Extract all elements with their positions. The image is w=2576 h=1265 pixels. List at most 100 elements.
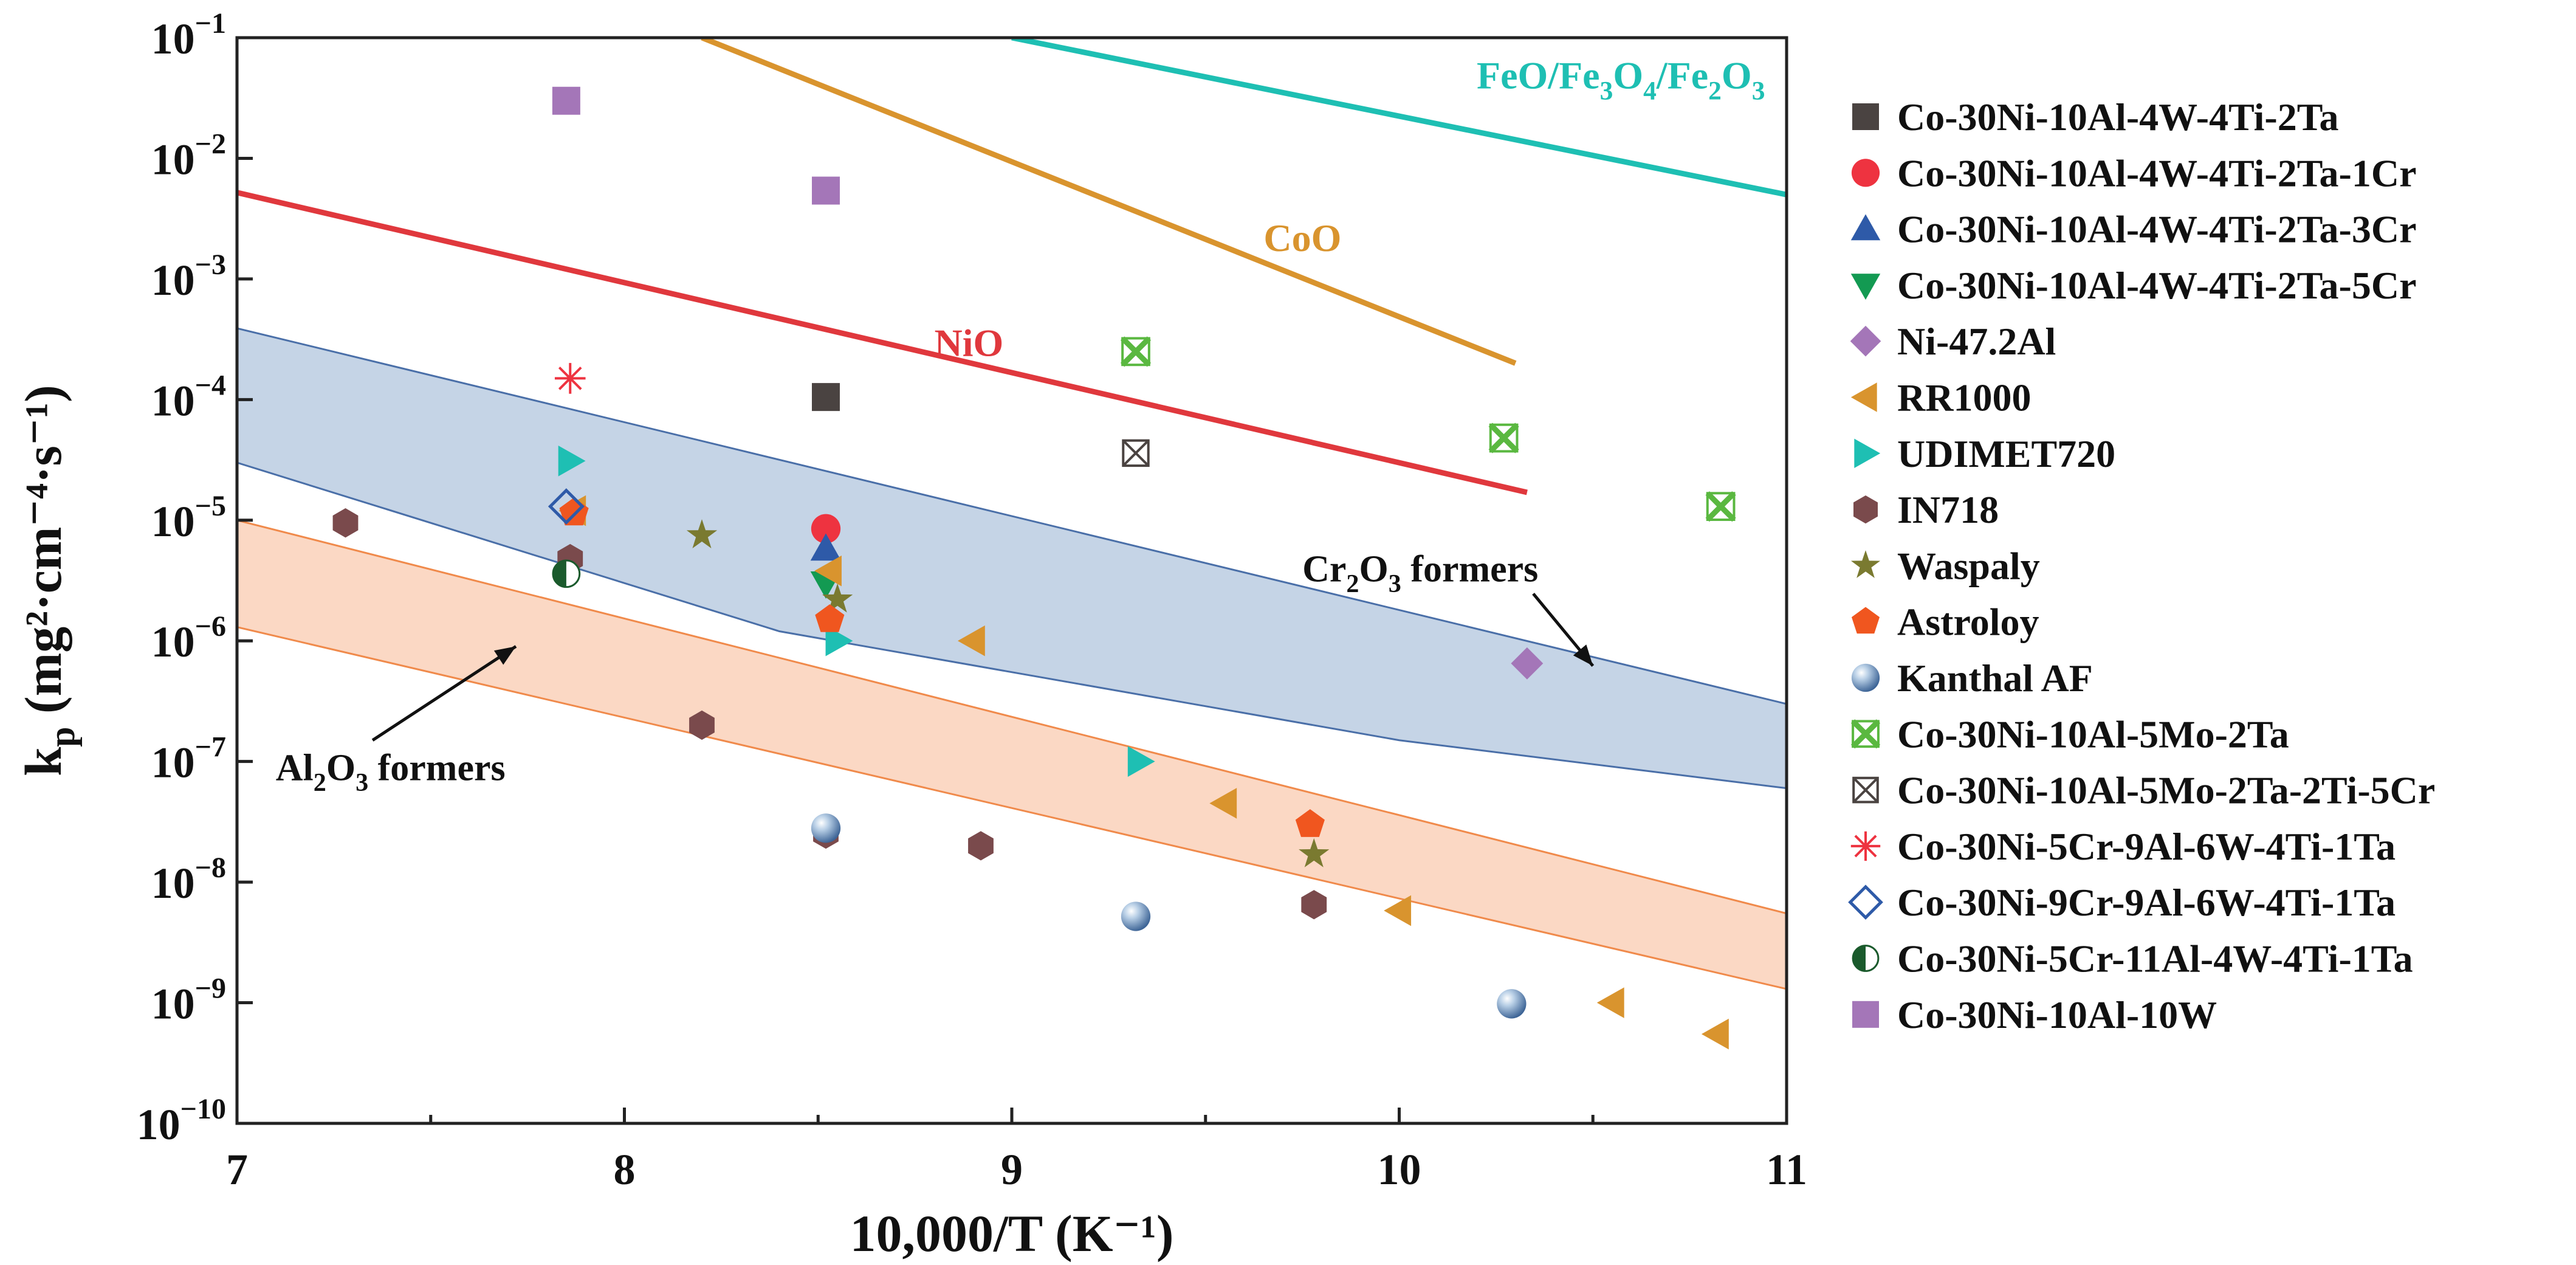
y-tick-label: 10−10: [137, 1093, 226, 1149]
legend-item-co-30ni-10al-5mo-2ta-2ti-5cr: Co-30Ni-10Al-5Mo-2Ta-2Ti-5Cr: [1852, 769, 2435, 812]
axes-layer: 7 8 9 10 11 10−1 10−2 10−3 10−4 10−5 10−6 10−7 10−8 1…: [14, 7, 1807, 1263]
x-tick-label-10: 10: [1378, 1145, 1421, 1194]
bands-layer: [237, 327, 1787, 990]
reference-lines-layer: [237, 38, 1787, 495]
legend-marker-co-30ni-10al-4w-4ti-2ta-3cr: [1850, 214, 1881, 241]
legend-marker-co-30ni-10al-10w: [1852, 1001, 1879, 1028]
band-al2o3-formers: [237, 520, 1787, 989]
point-kanthal-af-2: [1497, 989, 1527, 1019]
point-rr1000-3: [1209, 788, 1237, 819]
legend-label-co-30ni-10al-5mo-2ta: Co-30Ni-10Al-5Mo-2Ta: [1897, 712, 2289, 756]
band-upper-edge-al2o3-formers: [237, 519, 1787, 915]
label-coo: CoO: [1263, 216, 1341, 260]
legend-item-ni-47-2al: Ni-47.2Al: [1850, 320, 2056, 363]
point-waspaly-1: [822, 583, 853, 613]
x-tick-label-9: 9: [1001, 1145, 1023, 1194]
legend-label-co-30ni-10al-4w-4ti-2ta: Co-30Ni-10Al-4W-4Ti-2Ta: [1897, 95, 2339, 139]
legend-label-in718: IN718: [1897, 488, 1999, 531]
y-tick-label: 10−8: [151, 852, 226, 908]
y-tick-label: 10−4: [151, 369, 226, 425]
annotations-layer: FeO/Fe3O4/Fe2O3 CoO NiO Cr2O3 formers Al2O3 …: [276, 53, 1765, 796]
legend-label-co-30ni-10al-4w-4ti-2ta-5cr: Co-30Ni-10Al-4W-4Ti-2Ta-5Cr: [1897, 264, 2416, 307]
line-nio: [237, 190, 1528, 495]
point-ni-47-2al-0: [1511, 647, 1544, 680]
point-co-30ni-10al-10w-0: [552, 86, 580, 115]
x-tick-label-8: 8: [614, 1145, 636, 1194]
legend-marker-co-30ni-10al-4w-4ti-2ta-1cr: [1851, 159, 1880, 187]
legend-marker-co-30ni-5cr-11al-4w-4ti-1ta: [1852, 945, 1880, 972]
point-udimet720-1: [825, 625, 853, 657]
point-waspaly-0: [686, 519, 718, 548]
label-cr2o3-formers: Cr2O3 formers: [1302, 549, 1538, 598]
legend-label-kanthal-af: Kanthal AF: [1897, 657, 2093, 700]
legend-marker-co-30ni-10al-5mo-2ta: [1850, 719, 1881, 749]
legend: Co-30Ni-10Al-4W-4Ti-2Ta Co-30Ni-10Al-4W-4…: [1848, 95, 2435, 1036]
label-al2o3-formers: Al2O3 formers: [276, 747, 506, 796]
legend-item-astroloy: Astroloy: [1851, 601, 2039, 644]
point-co-30ni-10al-5mo-2ta-0: [1120, 336, 1152, 367]
legend-marker-ni-47-2al: [1850, 325, 1881, 357]
legend-label-waspaly: Waspaly: [1897, 544, 2040, 587]
point-rr1000-6: [1701, 1018, 1729, 1050]
legend-item-co-30ni-9cr-9al-6w-4ti-1ta: Co-30Ni-9Cr-9Al-6W-4Ti-1Ta: [1848, 881, 2396, 924]
point-rr1000-1: [814, 555, 842, 587]
y-tick-label: 10−6: [151, 610, 226, 666]
legend-item-co-30ni-5cr-11al-4w-4ti-1ta: Co-30Ni-5Cr-11Al-4W-4Ti-1Ta: [1852, 937, 2413, 981]
arrow-al2o3-formers: [371, 645, 517, 742]
legend-label-co-30ni-10al-4w-4ti-2ta-1cr: Co-30Ni-10Al-4W-4Ti-2Ta-1Cr: [1897, 151, 2416, 195]
point-co-30ni-10al-5mo-2ta-1: [1488, 422, 1519, 453]
x-tick-label-11: 11: [1766, 1145, 1807, 1194]
legend-item-co-30ni-10al-5mo-2ta: Co-30Ni-10Al-5Mo-2Ta: [1850, 712, 2289, 756]
y-axis-label: kp (mg²·cm⁻⁴·s⁻¹): [14, 385, 82, 776]
legend-item-co-30ni-10al-4w-4ti-2ta-5cr: Co-30Ni-10Al-4W-4Ti-2Ta-5Cr: [1850, 264, 2416, 307]
point-in718-2: [689, 710, 715, 740]
point-kanthal-af-1: [1121, 901, 1151, 931]
legend-label-co-30ni-5cr-11al-4w-4ti-1ta: Co-30Ni-5Cr-11Al-4W-4Ti-1Ta: [1897, 937, 2413, 981]
legend-item-co-30ni-10al-4w-4ti-2ta-3cr: Co-30Ni-10Al-4W-4Ti-2Ta-3Cr: [1850, 208, 2416, 251]
legend-marker-co-30ni-10al-4w-4ti-2ta: [1852, 103, 1879, 130]
point-rr1000-5: [1596, 987, 1624, 1018]
legend-label-astroloy: Astroloy: [1897, 601, 2039, 644]
point-co-30ni-10al-4w-4ti-2ta-1cr-0: [811, 514, 841, 543]
arrow-cr2o3-formers-head: [1573, 644, 1593, 666]
legend-label-ni-47-2al: Ni-47.2Al: [1897, 320, 2056, 363]
band-upper-edge-cr2o3-formers: [237, 327, 1787, 705]
point-co-30ni-5cr-11al-4w-4ti-1ta-0: [552, 559, 581, 588]
legend-item-udimet720: UDIMET720: [1854, 432, 2115, 475]
markers-layer: [332, 86, 1736, 1050]
point-co-30ni-10al-10w-1: [812, 176, 840, 205]
point-udimet720-2: [1127, 746, 1155, 777]
point-udimet720-0: [558, 445, 586, 477]
legend-marker-in718: [1853, 495, 1878, 524]
point-rr1000-4: [1384, 895, 1412, 926]
legend-label-co-30ni-9cr-9al-6w-4ti-1ta: Co-30Ni-9Cr-9Al-6W-4Ti-1Ta: [1897, 881, 2396, 924]
legend-marker-astroloy: [1851, 607, 1880, 634]
legend-marker-co-30ni-10al-5mo-2ta-2ti-5cr: [1852, 776, 1879, 804]
legend-item-co-30ni-5cr-9al-6w-4ti-1ta: Co-30Ni-5Cr-9Al-6W-4Ti-1Ta: [1850, 825, 2396, 868]
band-cr2o3-formers: [237, 328, 1787, 788]
legend-label-udimet720: UDIMET720: [1897, 432, 2115, 475]
legend-label-co-30ni-10al-5mo-2ta-2ti-5cr: Co-30Ni-10Al-5Mo-2Ta-2Ti-5Cr: [1897, 769, 2435, 812]
legend-marker-kanthal-af: [1851, 663, 1880, 692]
point-astroloy-1: [815, 604, 845, 632]
legend-marker-waspaly: [1850, 550, 1881, 578]
point-co-30ni-10al-5mo-2ta-2: [1705, 491, 1736, 522]
legend-item-rr1000: RR1000: [1850, 376, 2031, 419]
y-tick-label: 10−2: [151, 128, 226, 184]
arrow-al2o3-formers-head: [493, 646, 516, 665]
point-kanthal-af-0: [811, 813, 841, 843]
point-waspaly-2: [1299, 838, 1330, 867]
point-astroloy-2: [1295, 809, 1325, 837]
legend-marker-co-30ni-10al-4w-4ti-2ta-5cr: [1850, 274, 1881, 300]
y-tick-label: 10−3: [151, 249, 226, 305]
y-tick-label: 10−7: [151, 731, 226, 787]
point-in718-4: [968, 831, 994, 861]
point-rr1000-2: [957, 625, 985, 657]
x-axis-label: 10,000/T (K⁻¹): [850, 1204, 1173, 1263]
y-tick-label: 10−9: [151, 973, 226, 1029]
point-co-30ni-10al-4w-4ti-2ta-0: [812, 383, 840, 412]
line-coo: [701, 38, 1517, 366]
point-co-30ni-5cr-9al-6w-4ti-1ta-0: [554, 363, 586, 394]
legend-item-in718: IN718: [1853, 488, 1999, 531]
